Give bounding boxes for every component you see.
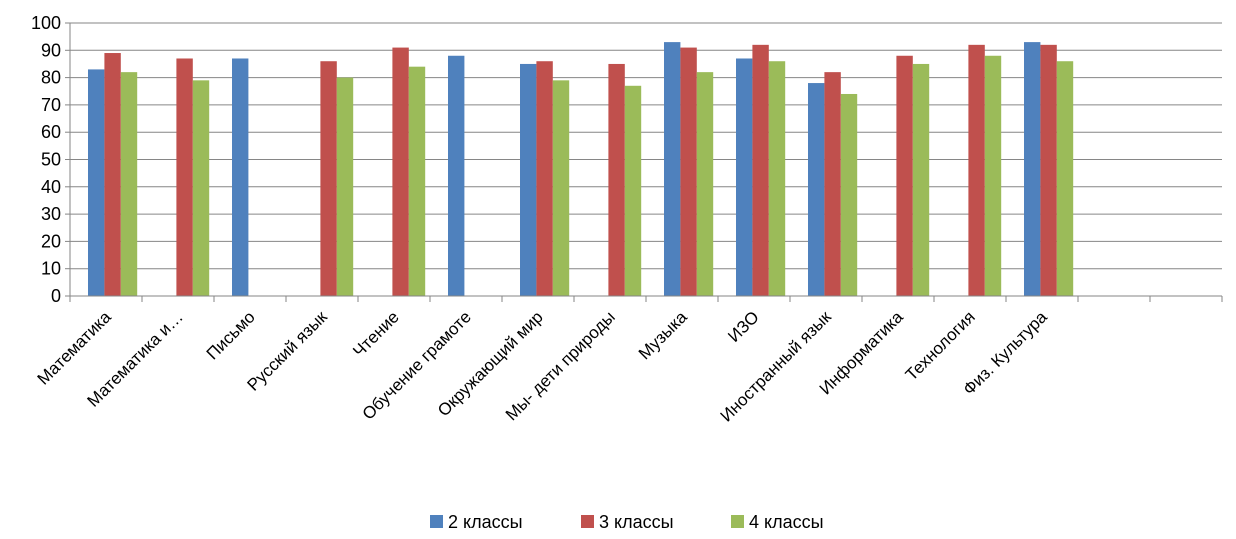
bar bbox=[752, 44, 769, 297]
bar bbox=[680, 47, 697, 296]
bar bbox=[320, 61, 337, 296]
legend-swatch bbox=[731, 515, 744, 528]
bar bbox=[1056, 61, 1074, 296]
y-tick-label: 60 bbox=[41, 122, 61, 142]
x-tick-label: Технология bbox=[902, 307, 979, 384]
bar bbox=[448, 55, 465, 297]
bar bbox=[968, 44, 985, 297]
bar bbox=[824, 72, 841, 296]
bar bbox=[536, 61, 553, 296]
bar bbox=[840, 93, 858, 296]
bar bbox=[624, 85, 642, 296]
legend-swatch bbox=[430, 515, 443, 528]
bar bbox=[520, 63, 537, 297]
x-tick-label: Музыка bbox=[635, 307, 691, 363]
x-tick-label: Письмо bbox=[203, 307, 259, 363]
bar bbox=[192, 80, 210, 296]
legend-label: 2 классы bbox=[448, 512, 523, 532]
y-tick-label: 0 bbox=[51, 286, 61, 306]
y-tick-label: 70 bbox=[41, 95, 61, 115]
bar bbox=[736, 58, 753, 296]
axes bbox=[65, 22, 1223, 302]
bar bbox=[1040, 44, 1057, 297]
bar bbox=[104, 53, 121, 296]
bar bbox=[336, 77, 354, 296]
bar bbox=[408, 66, 426, 297]
bars bbox=[88, 42, 1074, 297]
bar bbox=[1024, 42, 1041, 296]
legend-label: 3 классы bbox=[599, 512, 674, 532]
x-tick-label: Чтение bbox=[349, 307, 403, 361]
bar bbox=[392, 47, 409, 296]
bar bbox=[912, 63, 930, 297]
y-tick-label: 90 bbox=[41, 40, 61, 60]
y-tick-label: 40 bbox=[41, 177, 61, 197]
y-tick-labels: 0 10 20 30 40 50 60 70 80 90 100 bbox=[31, 13, 61, 306]
bar bbox=[984, 55, 1002, 297]
bar bbox=[552, 80, 570, 296]
bar bbox=[768, 61, 786, 296]
bar bbox=[232, 58, 249, 296]
y-tick-label: 20 bbox=[41, 231, 61, 251]
bar bbox=[608, 63, 625, 297]
bar bbox=[808, 83, 825, 296]
gridlines bbox=[70, 22, 1222, 270]
y-tick-label: 80 bbox=[41, 68, 61, 88]
legend-swatch bbox=[581, 515, 594, 528]
y-tick-label: 100 bbox=[31, 13, 61, 33]
x-tick-label: ИЗО bbox=[724, 307, 763, 346]
legend-label: 4 классы bbox=[749, 512, 824, 532]
y-tick-label: 50 bbox=[41, 150, 61, 170]
bar bbox=[120, 72, 138, 296]
bar bbox=[88, 69, 105, 296]
bar bbox=[896, 55, 913, 297]
y-tick-label: 30 bbox=[41, 204, 61, 224]
bar bbox=[176, 58, 193, 296]
legend: 2 классы 3 классы 4 классы bbox=[430, 512, 824, 532]
x-tick-label: Математика bbox=[34, 307, 116, 389]
bar bbox=[696, 72, 714, 296]
y-tick-label: 10 bbox=[41, 259, 61, 279]
bar bbox=[664, 42, 681, 296]
